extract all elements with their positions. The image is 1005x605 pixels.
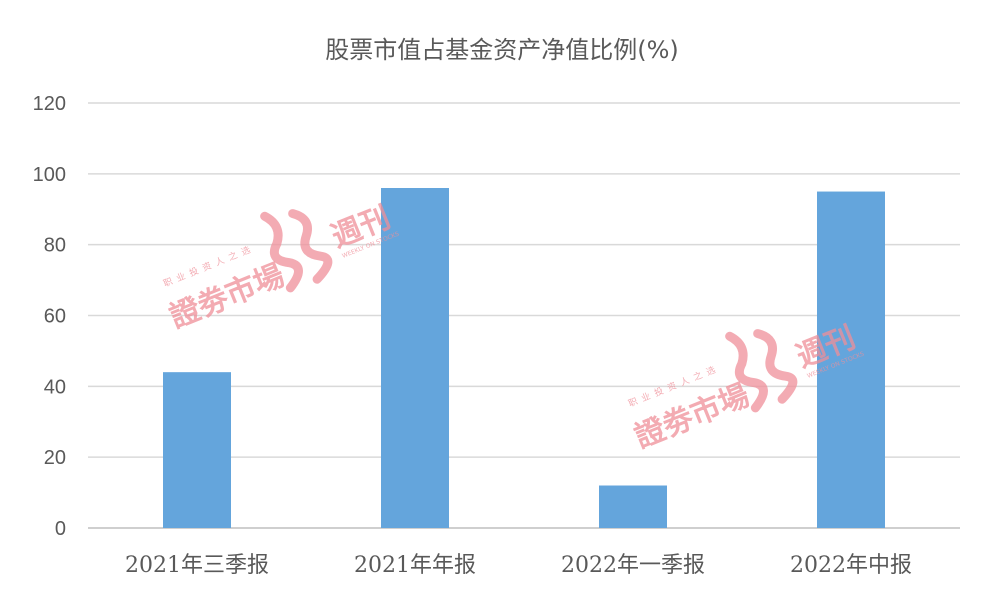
x-tick-label: 2021年年报 bbox=[354, 553, 476, 578]
bar bbox=[817, 191, 885, 528]
grid-lines bbox=[88, 102, 960, 529]
x-axis-ticks: 2021年三季报 2021年年报 2022年一季报 2022年中报 bbox=[125, 553, 912, 578]
x-tick-label: 2021年三季报 bbox=[125, 553, 269, 578]
y-tick-label: 20 bbox=[44, 447, 66, 469]
x-tick-label: 2022年中报 bbox=[790, 553, 912, 578]
x-tick-label: 2022年一季报 bbox=[561, 553, 705, 578]
bar bbox=[163, 372, 231, 528]
y-tick-label: 60 bbox=[44, 306, 66, 328]
watermark-main-text: 證劵市場 bbox=[630, 378, 754, 455]
watermark-main-text: 證劵市場 bbox=[165, 258, 289, 335]
bars bbox=[163, 188, 885, 528]
watermark-brush-mark bbox=[260, 209, 333, 293]
bar bbox=[599, 485, 667, 528]
y-tick-label: 0 bbox=[55, 518, 66, 540]
y-tick-label: 100 bbox=[33, 164, 66, 186]
y-tick-label: 80 bbox=[44, 235, 66, 257]
watermark-1: 职业投资人之选 證劵市場 週刊 WEEKLY ON STOCKS bbox=[161, 200, 400, 335]
chart-title: 股票市值占基金资产净值比例(%) bbox=[325, 36, 679, 64]
bar bbox=[381, 188, 449, 528]
y-tick-label: 40 bbox=[44, 376, 66, 398]
y-axis-ticks: 0 20 40 60 80 100 120 bbox=[33, 93, 66, 540]
y-tick-label: 120 bbox=[33, 93, 66, 115]
watermark-brush-mark bbox=[725, 329, 798, 413]
